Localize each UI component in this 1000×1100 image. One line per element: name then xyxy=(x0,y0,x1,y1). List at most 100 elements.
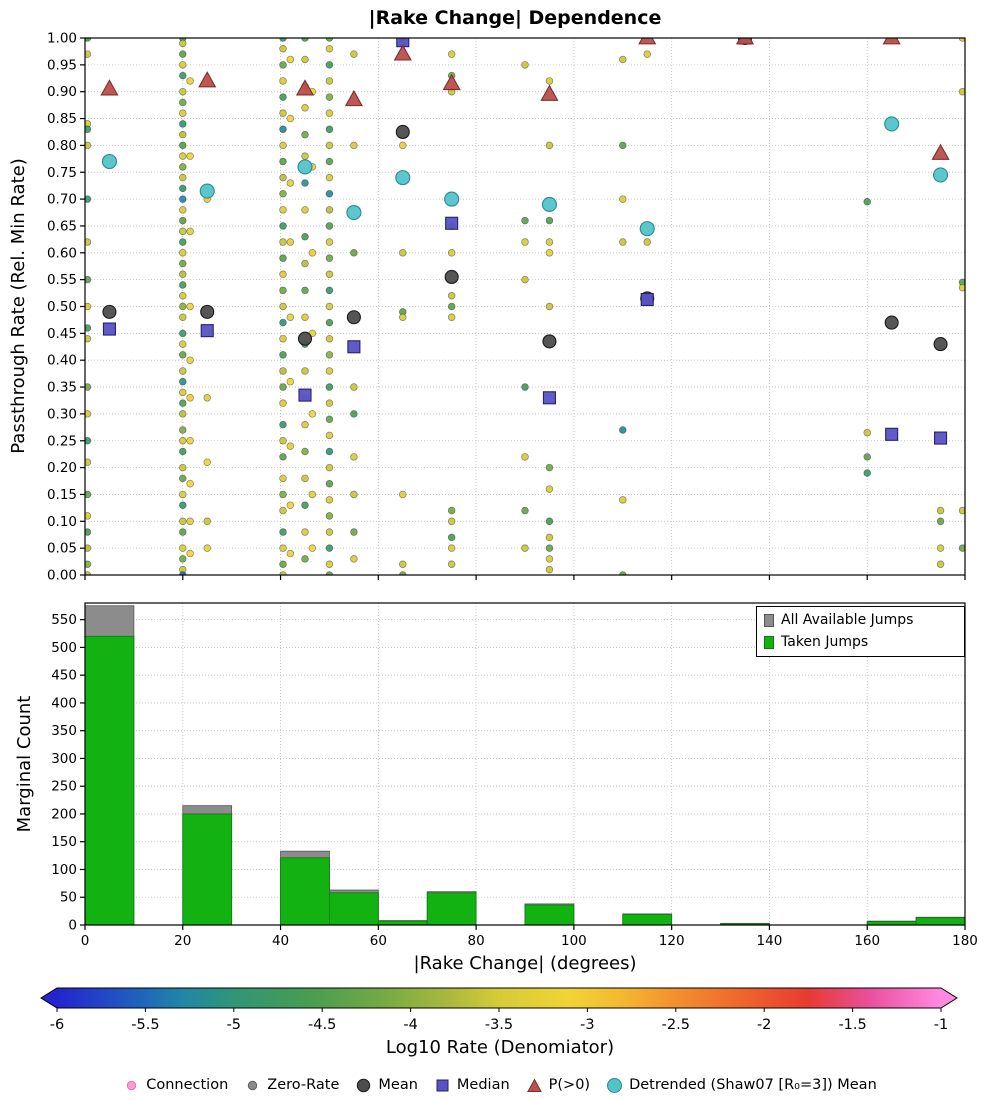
scatter-point xyxy=(447,249,456,257)
scatter-point xyxy=(179,152,187,160)
scatter-point xyxy=(301,555,309,563)
overlay-marker xyxy=(882,38,901,45)
colorbar-tick-label: -5 xyxy=(227,1017,241,1033)
colorbar-gradient xyxy=(57,988,941,1008)
scatter-point xyxy=(350,490,358,499)
scatter-point xyxy=(179,474,187,483)
scatter-point xyxy=(325,479,334,488)
overlay-marker xyxy=(445,216,459,230)
scatter-point xyxy=(325,93,334,101)
scatter-point xyxy=(179,555,187,563)
scatter-point xyxy=(85,437,92,445)
overlay-marker xyxy=(639,221,655,237)
scatter-point xyxy=(286,442,295,450)
circle-legend-icon xyxy=(357,1078,371,1092)
scatter-point xyxy=(325,77,334,85)
y-tick-label: 300 xyxy=(51,751,77,767)
scatter-point xyxy=(545,249,554,257)
scatter-point xyxy=(279,560,287,569)
bar-taken-jumps xyxy=(915,917,965,925)
colorbar-tick-label: -1.5 xyxy=(838,1017,866,1033)
scatter-point xyxy=(179,270,187,279)
scatter-point xyxy=(179,87,187,96)
scatter-point xyxy=(85,195,92,203)
scatter-point xyxy=(325,254,334,262)
scatter-point xyxy=(325,447,334,456)
scatter-point xyxy=(325,496,334,504)
scatter-point xyxy=(325,238,334,246)
dot-legend-icon xyxy=(127,1080,137,1090)
scatter-point xyxy=(179,388,187,397)
figure-title: |Rake Change| Dependence xyxy=(369,7,662,29)
scatter-point xyxy=(545,517,554,526)
scatter-point xyxy=(186,549,194,558)
scatter-point xyxy=(179,98,187,107)
scatter-point xyxy=(179,528,187,536)
legend-marker xyxy=(248,1080,258,1090)
scatter-point xyxy=(301,447,309,456)
scatter-point xyxy=(179,195,187,203)
scatter-point xyxy=(301,152,309,160)
scatter-point xyxy=(186,394,194,402)
scatter-point xyxy=(179,501,187,509)
scatter-point xyxy=(325,544,334,552)
scatter-point xyxy=(179,216,187,225)
colorbar-tick-label: -5.5 xyxy=(131,1017,159,1033)
scatter-point xyxy=(179,120,187,128)
legend-marker xyxy=(526,1077,542,1092)
scatter-point xyxy=(203,517,211,526)
overlay-marker xyxy=(444,191,460,207)
scatter-point xyxy=(447,313,456,321)
x-tick-label: 160 xyxy=(854,933,880,949)
y-tick-label: 0.35 xyxy=(47,380,77,396)
scatter-point xyxy=(447,533,456,542)
scatter-point xyxy=(179,302,187,311)
legend-marker xyxy=(607,1077,623,1093)
scatter-point xyxy=(85,512,92,520)
scatter-point xyxy=(350,528,358,536)
scatter-point xyxy=(643,238,651,246)
scatter-point xyxy=(619,55,627,64)
scatter-point xyxy=(399,560,407,569)
scatter-point xyxy=(179,281,187,289)
scatter-point xyxy=(325,141,334,150)
scatter-point xyxy=(279,318,287,327)
scatter-point xyxy=(85,238,92,246)
colorbar-label: Log10 Rate (Denomiator) xyxy=(386,1037,614,1058)
overlay-marker xyxy=(638,38,657,45)
legend-item-label: Zero-Rate xyxy=(267,1077,340,1093)
overlay-marker xyxy=(198,71,217,88)
scatter-point xyxy=(447,50,456,58)
scatter-point xyxy=(521,506,529,515)
bar-taken-jumps xyxy=(85,635,135,925)
overlay-marker xyxy=(200,324,214,338)
legend-item: Zero-Rate xyxy=(244,1077,339,1094)
bar-taken-jumps xyxy=(426,892,477,925)
scatter-point xyxy=(179,71,187,80)
scatter-point xyxy=(936,560,945,569)
scatter-point xyxy=(308,544,317,552)
scatter-point xyxy=(521,544,529,552)
y-tick-label: 0.30 xyxy=(47,406,77,422)
scatter-point xyxy=(447,544,456,552)
scatter-point xyxy=(286,179,295,187)
scatter-point xyxy=(186,302,194,311)
scatter-points-layer xyxy=(85,38,965,575)
y-tick-label: 200 xyxy=(51,806,77,822)
scatter-point xyxy=(179,259,187,268)
y-tick-label: 0.95 xyxy=(47,57,77,73)
overlay-marker xyxy=(541,196,557,213)
histogram-axes: 0 50 100 150 200 250 300 350 400 450 500 550 0 20 40 60… xyxy=(51,602,978,949)
histogram-legend: All Available Jumps Taken Jumps xyxy=(756,606,965,657)
overlay-marker xyxy=(933,337,948,352)
scatter-point xyxy=(279,453,287,461)
triangle-legend-icon xyxy=(526,1077,542,1092)
overlay-marker xyxy=(885,427,899,441)
scatter-point xyxy=(279,44,287,53)
scatter-point xyxy=(179,173,187,182)
dot-legend-icon xyxy=(248,1080,258,1090)
legend-marker xyxy=(357,1078,371,1092)
scatter-point xyxy=(325,528,334,536)
scatter-point xyxy=(301,104,309,112)
scatter-point xyxy=(179,109,187,117)
